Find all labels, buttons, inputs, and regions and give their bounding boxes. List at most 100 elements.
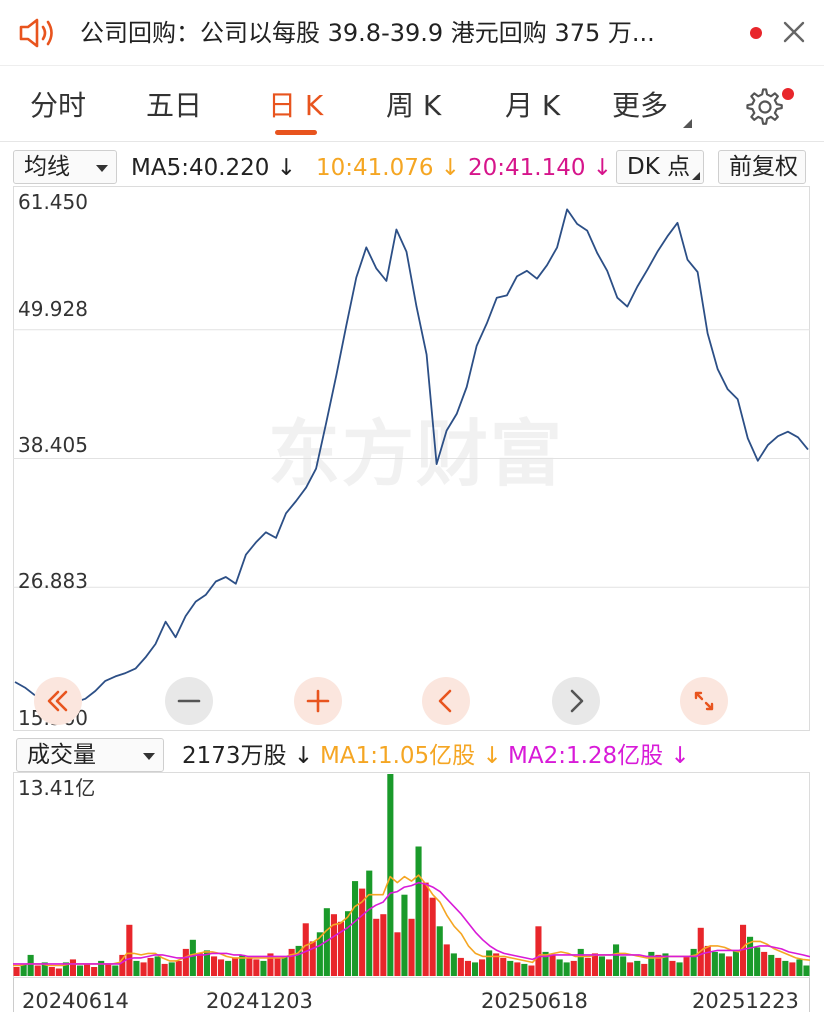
- y-tick-label: 38.405: [18, 433, 88, 457]
- dk-point-button[interactable]: DK 点: [616, 150, 704, 184]
- volume-bar: [274, 957, 281, 976]
- volume-ma2-line: [13, 881, 810, 965]
- volume-bar: [415, 846, 422, 976]
- volume-bar: [662, 953, 669, 976]
- tab-intraday[interactable]: 分时: [30, 89, 87, 122]
- volume-bar: [450, 953, 457, 976]
- volume-bar: [754, 947, 761, 976]
- period-tabs: 分时 五日 日 K 周 K 月 K 更多: [0, 72, 824, 142]
- volume-bar: [154, 956, 161, 976]
- news-headline[interactable]: 公司回购：公司以每股 39.8-39.9 港元回购 375 万...: [80, 19, 655, 47]
- volume-bar: [408, 918, 415, 976]
- settings-badge-dot: [782, 88, 794, 100]
- zoom-in-button[interactable]: [294, 677, 342, 725]
- volume-bar: [598, 956, 605, 976]
- volume-selector-label: 成交量: [27, 742, 96, 768]
- volume-bar: [27, 954, 34, 976]
- volume-bar: [683, 956, 690, 976]
- volume-bar: [528, 965, 535, 976]
- title-bar: 公司回购：公司以每股 39.8-39.9 港元回购 375 万...: [0, 0, 824, 66]
- volume-chart[interactable]: [13, 772, 810, 978]
- volume-bar: [69, 959, 76, 976]
- ma5-value: MA5:40.220 ↓: [131, 155, 297, 181]
- volume-bar: [62, 962, 69, 976]
- watermark: 东方财富: [268, 412, 565, 496]
- volume-bar: [20, 963, 27, 976]
- volume-bar: [41, 962, 48, 976]
- volume-bar: [394, 932, 401, 976]
- volume-bar: [570, 960, 577, 976]
- volume-bar: [345, 911, 352, 976]
- volume-bar: [239, 954, 246, 976]
- volume-bar: [620, 956, 627, 976]
- volume-bar: [211, 956, 218, 976]
- volume-bar: [323, 908, 330, 976]
- close-icon[interactable]: [780, 18, 808, 46]
- notification-dot: [750, 27, 762, 39]
- volume-bar: [690, 948, 697, 976]
- forward-adjust-button[interactable]: 前复权: [718, 150, 806, 184]
- ma-selector[interactable]: 均线: [13, 150, 117, 184]
- volume-bar: [761, 951, 768, 976]
- tab-daily-k[interactable]: 日 K: [268, 89, 324, 122]
- forward-adjust-label: 前复权: [729, 154, 798, 180]
- dropdown-triangle-icon: [96, 165, 108, 172]
- volume-bar: [112, 965, 119, 976]
- speaker-icon[interactable]: [18, 16, 58, 50]
- volume-bar: [535, 926, 542, 976]
- volume-bar: [732, 950, 739, 976]
- volume-bar: [77, 965, 84, 976]
- chevron-right-icon: [570, 689, 584, 713]
- volume-bar: [352, 881, 359, 976]
- chevron-left-icon: [438, 689, 452, 713]
- volume-bar: [514, 962, 521, 976]
- volume-bar: [401, 894, 408, 976]
- volume-bar: [373, 918, 380, 976]
- dropdown-triangle-icon: [143, 753, 155, 760]
- volume-bar: [711, 951, 718, 976]
- ma20-value: 20:41.140 ↓: [468, 155, 613, 181]
- volume-chart-frame[interactable]: [13, 772, 810, 978]
- scroll-start-button[interactable]: [34, 677, 82, 725]
- tab-more[interactable]: 更多: [612, 86, 693, 129]
- volume-bar: [486, 950, 493, 976]
- volume-bar: [133, 960, 140, 976]
- y-tick-label: 61.450: [18, 190, 88, 214]
- volume-bar: [140, 962, 147, 976]
- ma-legend-row: 均线 MA5:40.220 ↓ 10:41.076 ↓ 20:41.140 ↓ …: [0, 146, 824, 188]
- ma10-value: 10:41.076 ↓: [316, 155, 461, 181]
- gear-icon[interactable]: [746, 88, 784, 126]
- volume-bar: [267, 953, 274, 976]
- volume-bar: [84, 963, 91, 976]
- volume-bar: [281, 956, 288, 976]
- volume-bar: [796, 959, 803, 976]
- fullscreen-toggle-button[interactable]: [680, 677, 728, 725]
- x-tick: [809, 978, 810, 1012]
- volume-bar: [740, 924, 747, 976]
- move-left-button[interactable]: [422, 677, 470, 725]
- volume-bar: [747, 936, 754, 976]
- volume-bar: [493, 953, 500, 976]
- y-tick-label: 26.883: [18, 569, 88, 593]
- move-right-button[interactable]: [552, 677, 600, 725]
- tab-five-day[interactable]: 五日: [146, 89, 203, 122]
- volume-bar: [316, 932, 323, 976]
- volume-bar: [669, 960, 676, 976]
- zoom-out-button[interactable]: [165, 677, 213, 725]
- volume-bar: [295, 945, 302, 976]
- volume-bar: [246, 957, 253, 976]
- volume-bar: [48, 967, 55, 976]
- price-chart[interactable]: [13, 186, 810, 731]
- volume-bar: [472, 962, 479, 976]
- volume-bar: [782, 960, 789, 976]
- tab-weekly-k[interactable]: 周 K: [386, 89, 442, 122]
- volume-bar: [443, 944, 450, 976]
- volume-bar: [119, 954, 126, 976]
- x-tick-label: 20251223: [692, 989, 799, 1013]
- volume-bar: [161, 963, 168, 976]
- volume-selector[interactable]: 成交量: [16, 738, 164, 772]
- volume-bar: [359, 888, 366, 976]
- tab-monthly-k[interactable]: 月 K: [505, 89, 561, 122]
- volume-bar: [457, 957, 464, 976]
- volume-bar: [613, 944, 620, 976]
